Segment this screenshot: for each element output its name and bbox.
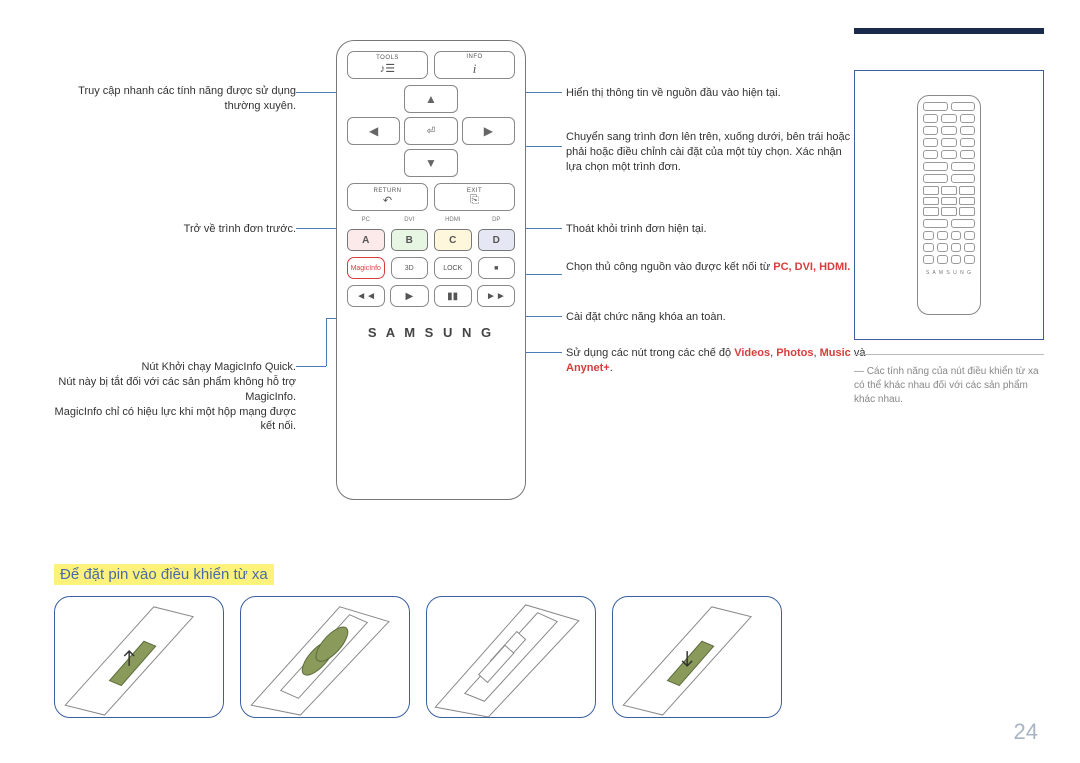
remote-diagram: TOOLS ♪☰ INFO i ▲ ◀ ⏎ ▶ ▼ [336,40,526,500]
callout-magicinfo-line3: MagicInfo chỉ có hiệu lực khi một hộp mạ… [50,405,296,435]
function-row: MagicInfo 3D LOCK ■ [347,257,515,279]
color-buttons-row: A B C D [347,229,515,251]
r6-music: Music [820,347,851,359]
sidebar-note-text: Các tính năng của nút điều khiển từ xa c… [854,366,1039,405]
page-number: 24 [1014,719,1038,745]
src-pc: PC [347,217,385,223]
callout-source-highlight: PC, DVI, HDMI. [773,261,850,273]
color-c-button: C [434,229,472,251]
sidebar: S A M S U N G ― Các tính năng của nút đi… [854,70,1044,407]
magicinfo-button: MagicInfo [347,257,385,279]
info-button: INFO i [434,51,515,79]
battery-panels [54,596,782,718]
connector-line [526,352,562,353]
mini-remote-diagram: S A M S U N G [917,95,981,315]
play-button: ▶ [390,285,428,307]
connector-line [526,146,562,147]
left-arrow-button: ◀ [347,117,400,145]
brand-label: S A M S U N G [347,325,515,340]
lock-button: LOCK [434,257,472,279]
r6-part: Sử dụng các nút trong các chế độ [566,347,734,359]
info-label: INFO [466,54,482,60]
callout-exit: Thoát khỏi trình đơn hiện tại. [566,222,707,237]
dash-icon: ― [854,366,867,377]
tools-icon: ♪☰ [380,62,395,75]
exit-button: EXIT ⎘ [434,183,515,211]
battery-step-3 [426,596,596,718]
exit-icon: ⎘ [470,194,479,207]
connector-line [526,92,562,93]
r6-anynet: Anynet+ [566,362,610,374]
section-heading: Để đặt pin vào điều khiển từ xa [54,564,274,585]
up-arrow-button: ▲ [404,85,457,113]
color-a-button: A [347,229,385,251]
connector-line [326,318,327,366]
tools-button: TOOLS ♪☰ [347,51,428,79]
color-d-button: D [478,229,516,251]
callout-magicinfo: Nút Khởi chạy MagicInfo Quick. Nút này b… [50,360,296,434]
color-b-button: B [391,229,429,251]
r6-videos: Videos [734,347,770,359]
remote-thumbnail-box: S A M S U N G [854,70,1044,340]
callout-lock: Cài đặt chức năng khóa an toàn. [566,310,726,325]
stop-button: ■ [478,257,516,279]
pause-button: ▮▮ [434,285,472,307]
battery-step-1 [54,596,224,718]
right-arrow-button: ▶ [462,117,515,145]
header-accent-bar [854,28,1044,34]
callout-magicinfo-line1: Nút Khởi chạy MagicInfo Quick. [50,360,296,375]
sidebar-note: ― Các tính năng của nút điều khiển từ xa… [854,354,1044,407]
navigation-pad: ▲ ◀ ⏎ ▶ ▼ [347,85,515,177]
callout-magicinfo-line2: Nút này bị tắt đối với các sản phẩm khôn… [50,375,296,405]
callout-nav: Chuyển sang trình đơn lên trên, xuống dư… [566,130,856,175]
callout-info: Hiển thị thông tin về nguồn đầu vào hiện… [566,86,781,101]
callout-return: Trở về trình đơn trước. [56,222,296,237]
src-dvi: DVI [391,217,429,223]
callout-tools: Truy cập nhanh các tính năng được sử dụn… [56,84,296,114]
r6-photos: Photos [776,347,813,359]
return-button: RETURN ↶ [347,183,428,211]
battery-step-4 [612,596,782,718]
connector-line [526,228,562,229]
battery-step-2 [240,596,410,718]
mini-brand-label: S A M S U N G [923,270,975,276]
connector-line [296,366,326,367]
fast-forward-button: ►► [477,285,515,307]
return-icon: ↶ [383,194,392,207]
three-d-button: 3D [391,257,429,279]
down-arrow-button: ▼ [404,149,457,177]
remote-explanation-area: Truy cập nhanh các tính năng được sử dụn… [36,50,836,530]
src-hdmi: HDMI [434,217,472,223]
callout-source: Chọn thủ công nguồn vào được kết nối từ … [566,260,850,275]
rewind-button: ◄◄ [347,285,385,307]
r6-part: . [610,362,613,374]
tools-label: TOOLS [376,55,399,61]
callout-playback: Sử dụng các nút trong các chế độ Videos,… [566,346,866,376]
connector-line [526,316,562,317]
enter-button: ⏎ [404,117,457,145]
src-dp: DP [478,217,516,223]
playback-row: ◄◄ ▶ ▮▮ ►► [347,285,515,307]
callout-source-text: Chọn thủ công nguồn vào được kết nối từ [566,261,773,273]
connector-line [526,274,562,275]
source-labels: PC DVI HDMI DP [347,217,515,223]
info-icon: i [473,61,477,77]
